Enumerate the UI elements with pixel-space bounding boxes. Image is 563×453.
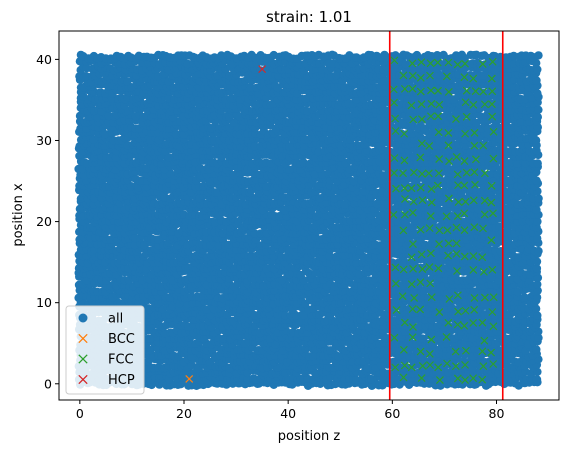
- plot-area: [74, 50, 543, 390]
- point-all: [534, 194, 543, 203]
- point-all: [348, 357, 357, 366]
- point-all: [532, 375, 542, 384]
- chart-title: strain: 1.01: [266, 8, 352, 26]
- point-all: [533, 159, 542, 168]
- point-all: [532, 345, 541, 354]
- point-all: [534, 246, 543, 256]
- point-all: [534, 333, 543, 342]
- point-all: [352, 375, 361, 384]
- point-all: [532, 205, 541, 215]
- series-all: [74, 50, 543, 390]
